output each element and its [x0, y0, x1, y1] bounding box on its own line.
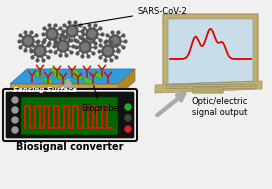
Polygon shape	[118, 69, 135, 96]
Polygon shape	[10, 69, 135, 84]
Circle shape	[12, 127, 18, 133]
Circle shape	[109, 35, 121, 47]
Ellipse shape	[70, 69, 80, 75]
Circle shape	[125, 104, 131, 110]
FancyBboxPatch shape	[3, 89, 137, 141]
Circle shape	[102, 45, 114, 57]
Ellipse shape	[33, 71, 42, 77]
Circle shape	[46, 28, 58, 40]
Circle shape	[12, 107, 18, 113]
Ellipse shape	[50, 68, 60, 74]
Circle shape	[48, 30, 55, 38]
FancyBboxPatch shape	[193, 88, 223, 93]
Circle shape	[22, 35, 34, 47]
Circle shape	[12, 117, 18, 123]
Circle shape	[57, 40, 69, 52]
Text: Bioprobe: Bioprobe	[81, 86, 119, 113]
Polygon shape	[168, 19, 253, 84]
Circle shape	[12, 97, 18, 103]
Circle shape	[125, 115, 131, 121]
Text: Optic/electric
signal output: Optic/electric signal output	[192, 97, 248, 117]
Circle shape	[125, 126, 131, 132]
Ellipse shape	[63, 79, 73, 85]
Ellipse shape	[84, 78, 92, 84]
Ellipse shape	[43, 78, 53, 84]
Circle shape	[59, 42, 67, 50]
Text: Sensing Surface: Sensing Surface	[13, 87, 77, 93]
Ellipse shape	[94, 72, 103, 78]
Circle shape	[88, 30, 95, 38]
Circle shape	[104, 47, 112, 55]
Polygon shape	[10, 84, 118, 96]
Circle shape	[24, 37, 32, 45]
Circle shape	[36, 47, 44, 55]
Circle shape	[68, 27, 76, 35]
Ellipse shape	[73, 74, 83, 80]
Circle shape	[112, 37, 119, 45]
Text: Biosignal converter: Biosignal converter	[16, 142, 124, 152]
FancyBboxPatch shape	[6, 92, 134, 138]
Circle shape	[34, 45, 46, 57]
Circle shape	[86, 28, 98, 40]
Circle shape	[79, 41, 91, 53]
Circle shape	[66, 25, 78, 37]
Text: SARS-CoV-2: SARS-CoV-2	[75, 6, 188, 26]
Ellipse shape	[53, 73, 63, 79]
Polygon shape	[155, 81, 262, 93]
Polygon shape	[163, 14, 258, 89]
Circle shape	[81, 43, 89, 51]
FancyBboxPatch shape	[21, 97, 118, 135]
